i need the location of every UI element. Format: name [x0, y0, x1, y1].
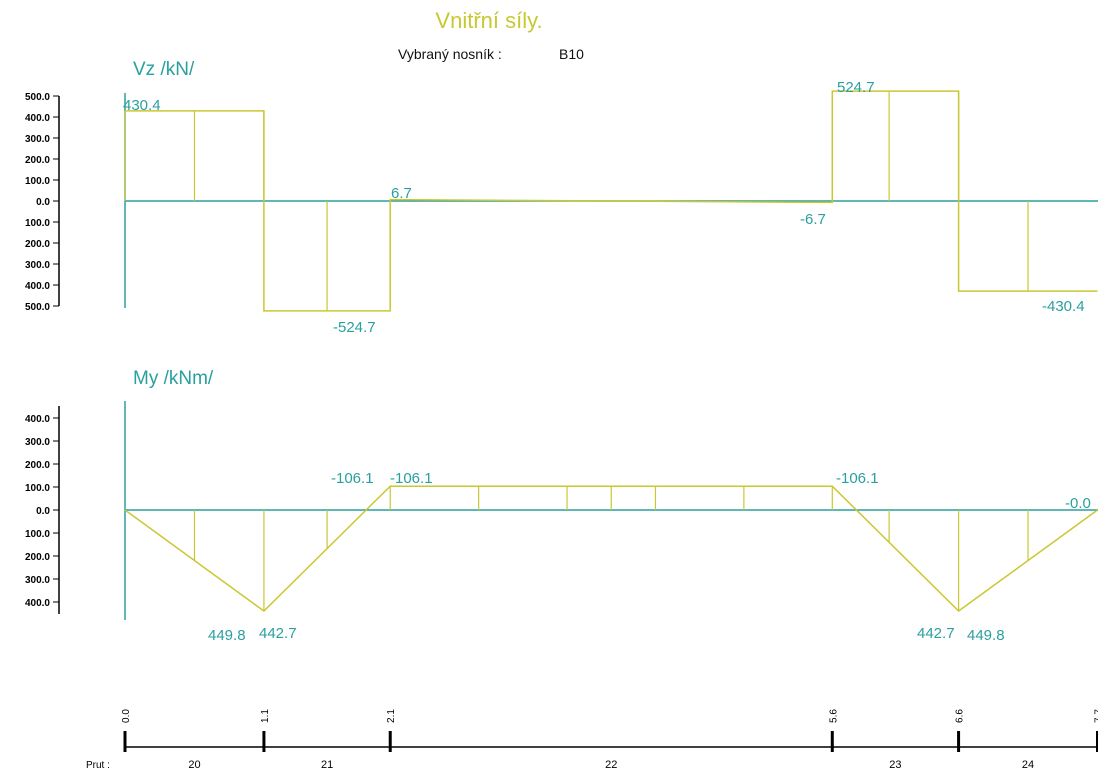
shear-axis-tick-label: 300.0	[25, 134, 50, 145]
moment-panel-title: My /kNm/	[133, 368, 214, 389]
shear-label-mid-pos: 6.7	[391, 185, 412, 202]
moment-label-min-left: 449.8	[208, 627, 246, 644]
shear-panel-title: Vz /kN/	[133, 59, 195, 80]
selected-beam-value: B10	[559, 46, 584, 62]
moment-axis-tick-label: 300.0	[25, 575, 50, 586]
station-label: 1.1	[260, 709, 271, 723]
member-axis-label: Prut :	[86, 760, 110, 771]
moment-axis-tick-label: 200.0	[25, 552, 50, 563]
moment-label-hog-3: -106.1	[836, 470, 879, 487]
shear-axis-tick-label: 300.0	[25, 260, 50, 271]
moment-axis-tick-label: 200.0	[25, 460, 50, 471]
moment-label-min-right: 449.8	[967, 627, 1005, 644]
moment-axis-tick-label: 300.0	[25, 437, 50, 448]
moment-label-hog-1: -106.1	[331, 470, 374, 487]
station-label: 6.6	[955, 709, 966, 723]
moment-label-right-1: 442.7	[917, 625, 955, 642]
shear-label-end: -430.4	[1042, 298, 1085, 315]
shear-axis-tick-label: 0.0	[36, 197, 50, 208]
selected-beam-label: Vybraný nosník :	[398, 46, 502, 62]
moment-axis-tick-label: 400.0	[25, 414, 50, 425]
shear-axis-tick-label: 200.0	[25, 239, 50, 250]
shear-axis-tick-label: 100.0	[25, 176, 50, 187]
shear-axis-tick-label: 500.0	[25, 302, 50, 313]
station-label: 0.0	[121, 709, 132, 723]
moment-axis-tick-label: 0.0	[36, 506, 50, 517]
shear-axis-tick-label: 100.0	[25, 218, 50, 229]
station-label: 2.1	[386, 709, 397, 723]
member-label: 22	[605, 759, 617, 771]
station-label: 7.7	[1094, 709, 1098, 723]
shear-axis-tick-label: 400.0	[25, 281, 50, 292]
chart-title: Vnitřní síly.	[435, 8, 542, 33]
member-label: 23	[889, 759, 901, 771]
shear-label-max: 524.7	[837, 79, 875, 96]
moment-axis-tick-label: 100.0	[25, 483, 50, 494]
member-label: 21	[321, 759, 333, 771]
shear-axis-tick-label: 500.0	[25, 92, 50, 103]
member-label: 20	[188, 759, 200, 771]
moment-axis-tick-label: 400.0	[25, 598, 50, 609]
moment-axis-tick-label: 100.0	[25, 529, 50, 540]
shear-label-min: -524.7	[333, 319, 376, 336]
station-label: 5.6	[828, 709, 839, 723]
shear-label-mid-neg: -6.7	[800, 211, 826, 228]
shear-axis-tick-label: 400.0	[25, 113, 50, 124]
moment-label-hog-2: -106.1	[390, 470, 433, 487]
member-label: 24	[1022, 759, 1034, 771]
shear-label-start: 430.4	[123, 97, 161, 114]
shear-axis-tick-label: 200.0	[25, 155, 50, 166]
moment-label-end: -0.0	[1065, 495, 1091, 512]
moment-label-left-2: 442.7	[259, 625, 297, 642]
